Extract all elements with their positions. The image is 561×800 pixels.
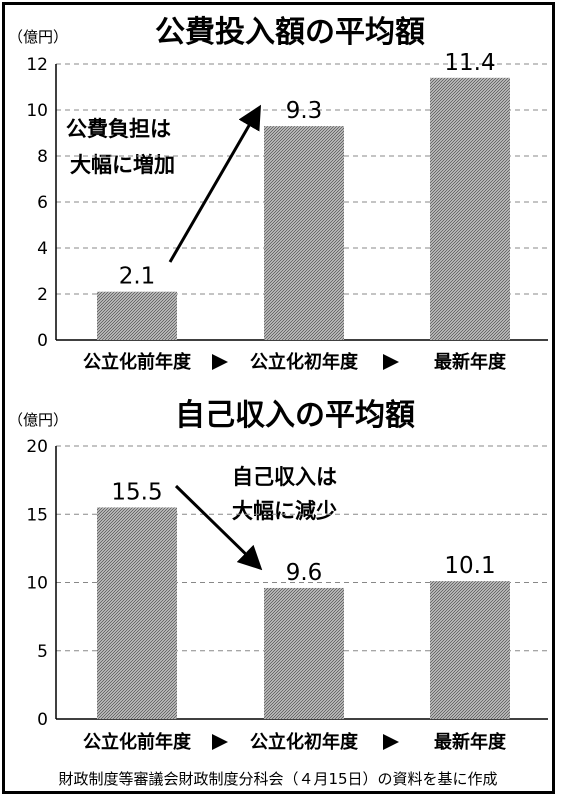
chart2-value-label: 10.1 — [444, 553, 495, 579]
chart1-annotation-line2: 大幅に増加 — [70, 153, 175, 177]
chart2-bar — [264, 587, 344, 719]
chart1-ytick-label: 12 — [26, 55, 48, 75]
chart1-category-arrow-icon — [383, 354, 399, 370]
chart1-ytick-label: 6 — [37, 193, 48, 213]
chart1-ytick-label: 10 — [26, 101, 48, 121]
chart1-value-label: 11.4 — [444, 50, 495, 76]
chart2-annotation-line1: 自己収入は — [232, 465, 337, 489]
chart1-bar — [264, 126, 344, 340]
chart2-ytick-label: 15 — [26, 505, 48, 525]
chart1-category-arrow-icon — [212, 354, 228, 370]
chart1-bar — [430, 77, 510, 341]
chart2-category-label: 最新年度 — [434, 731, 507, 753]
figure-frame — [2, 2, 555, 794]
chart1-annotation-line1: 公費負担は — [66, 117, 171, 141]
chart1-category-label: 最新年度 — [434, 351, 507, 373]
chart1-ytick-label: 8 — [37, 147, 48, 167]
chart1-value-label: 2.1 — [119, 264, 156, 290]
chart2-category-label: 公立化前年度 — [83, 731, 192, 753]
chart2-unit-label: （億円） — [8, 411, 68, 429]
chart2-category-arrow-icon — [212, 734, 228, 750]
chart2-ytick-label: 10 — [26, 574, 48, 594]
chart2-category-arrow-icon — [383, 734, 399, 750]
chart2-ytick-label: 20 — [26, 437, 48, 457]
source-note: 財政制度等審議会財政制度分科会（４月15日）の資料を基に作成 — [58, 770, 497, 788]
chart2-ytick-label: 5 — [37, 642, 48, 662]
chart2-bar — [97, 507, 177, 719]
chart1-value-label: 9.3 — [286, 98, 323, 124]
chart1-increase-arrow — [168, 104, 262, 263]
chart1-title: 公費投入額の平均額 — [155, 15, 425, 50]
chart2-decrease-arrow — [174, 484, 263, 571]
chart2-bar — [430, 581, 510, 719]
chart1-ytick-label: 2 — [37, 285, 48, 305]
chart1-unit-label: （億円） — [8, 28, 68, 46]
chart2-title: 自己収入の平均額 — [175, 398, 415, 433]
chart1-bar — [97, 291, 177, 340]
chart1-ytick-label: 0 — [37, 331, 48, 351]
chart1-ytick-label: 4 — [37, 239, 48, 259]
chart2-value-label: 15.5 — [111, 479, 162, 505]
chart2-annotation-line2: 大幅に減少 — [232, 499, 337, 523]
chart1-category-label: 公立化前年度 — [83, 351, 192, 373]
chart2-value-label: 9.6 — [286, 560, 323, 586]
chart2-ytick-label: 0 — [37, 710, 48, 730]
chart1-category-label: 公立化初年度 — [250, 351, 359, 373]
chart2-category-label: 公立化初年度 — [250, 731, 359, 753]
